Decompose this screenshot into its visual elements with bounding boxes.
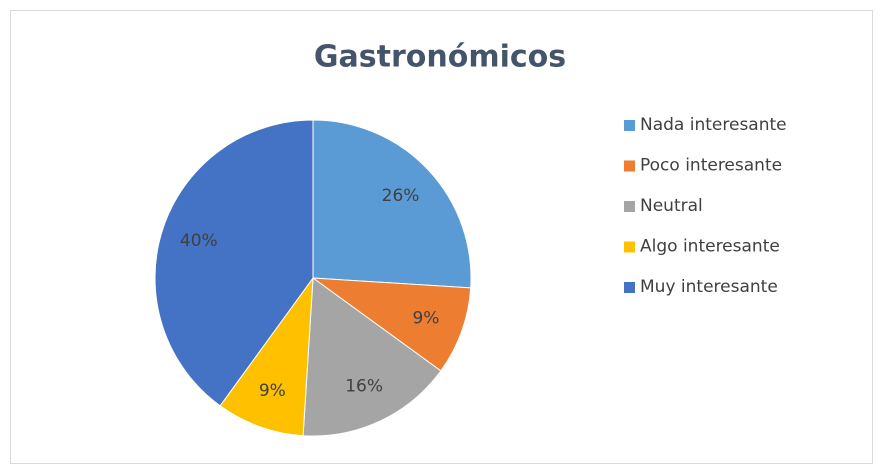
pie-slice	[312, 119, 472, 289]
legend-swatch	[624, 282, 635, 293]
legend-label: Poco interesante	[640, 156, 782, 176]
legend-label: Neutral	[640, 196, 703, 216]
pie-slice	[302, 277, 442, 437]
data-label: 26%	[382, 186, 420, 206]
legend-swatch	[624, 160, 635, 172]
legend-label: Muy interesante	[640, 277, 778, 297]
legend-swatch	[624, 120, 635, 131]
data-label: 9%	[259, 381, 286, 401]
pie-slice	[154, 119, 314, 407]
legend-swatch	[624, 201, 635, 212]
pie-slice	[311, 277, 472, 372]
data-label: 16%	[345, 377, 383, 397]
legend-swatch	[624, 241, 635, 253]
chart-title: Gastronómicos	[314, 40, 566, 75]
pie-slice	[219, 276, 314, 437]
data-label: 40%	[180, 231, 218, 251]
legend-label: Algo interesante	[640, 237, 780, 257]
legend-label: Nada interesante	[640, 115, 787, 135]
data-label: 9%	[412, 309, 439, 329]
